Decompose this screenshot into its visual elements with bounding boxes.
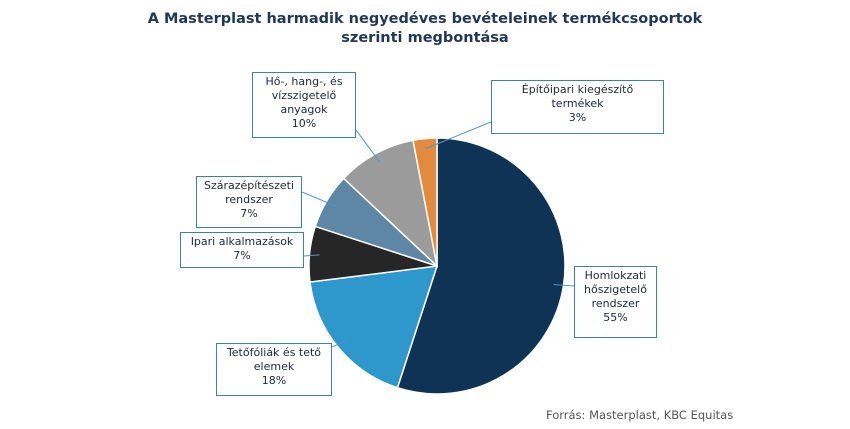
pie-slice-epitoipari (412, 137, 438, 267)
slice-label-hoszigeteles-line-3: anyagok (280, 103, 328, 116)
slice-value-epitoipari: 3% (568, 111, 587, 124)
slice-label-homlokzati-line-1: Homlokzati (584, 269, 647, 282)
pie-slice-tetofoliak (309, 265, 439, 389)
callout-epitoipari: Építőipari kiegészítő termékek 3% (491, 80, 664, 134)
chart-title-line-2: szerinti megbontása (341, 30, 509, 46)
slice-label-epitoipari-line-2: termékek (551, 97, 604, 110)
slice-label-hoszigeteles-line-1: Hő-, hang-, és (265, 75, 343, 88)
slice-label-szarazepiteszeti-line-1: Szárazépítészeti (203, 179, 295, 192)
chart-title: A Masterplast harmadik negyedéves bevéte… (0, 10, 850, 48)
pie-slice-homlokzati (396, 137, 566, 395)
slice-value-tetofoliak: 18% (261, 374, 287, 387)
slice-label-tetofoliak-line-1: Tetőfóliák és tető (226, 346, 322, 359)
leader-line-szarazepiteszeti (301, 191, 336, 207)
leader-line-homlokzati (553, 283, 575, 287)
slice-label-homlokzati-line-2: hőszigetelő (584, 283, 647, 296)
slice-value-ipari: 7% (233, 249, 251, 262)
source-note: Forrás: Masterplast, KBC Equitas (546, 408, 734, 422)
pie-slice-hoszigeteles (342, 139, 439, 269)
slice-label-homlokzati-line-3: rendszer (591, 297, 640, 310)
slice-label-tetofoliak-line-2: elemek (253, 360, 295, 373)
leader-line-epitoipari (425, 121, 492, 149)
slice-label-szarazepiteszeti-line-2: rendszer (225, 193, 273, 206)
callout-ipari: Ipari alkalmazások 7% (180, 232, 304, 268)
slice-label-epitoipari-line-1: Építőipari kiegészítő (521, 83, 634, 96)
slice-label-ipari-line-1: Ipari alkalmazások (190, 235, 294, 248)
chart-title-line-1: A Masterplast harmadik negyedéves bevéte… (147, 11, 703, 27)
slice-value-hoszigeteles: 10% (291, 117, 317, 130)
callout-szarazepiteszeti: Szárazépítészeti rendszer 7% (196, 176, 302, 228)
slice-value-homlokzati: 55% (603, 311, 628, 324)
callout-homlokzati: Homlokzati hőszigetelő rendszer 55% (574, 266, 657, 338)
callout-tetofoliak: Tetőfóliák és tető elemek 18% (216, 343, 332, 396)
leader-line-ipari (303, 254, 320, 257)
slice-label-hoszigeteles-line-2: vízszigetelő (271, 89, 337, 102)
callout-hoszigeteles: Hő-, hang-, és vízszigetelő anyagok 10% (252, 72, 356, 138)
slice-value-szarazepiteszeti: 7% (240, 207, 258, 220)
